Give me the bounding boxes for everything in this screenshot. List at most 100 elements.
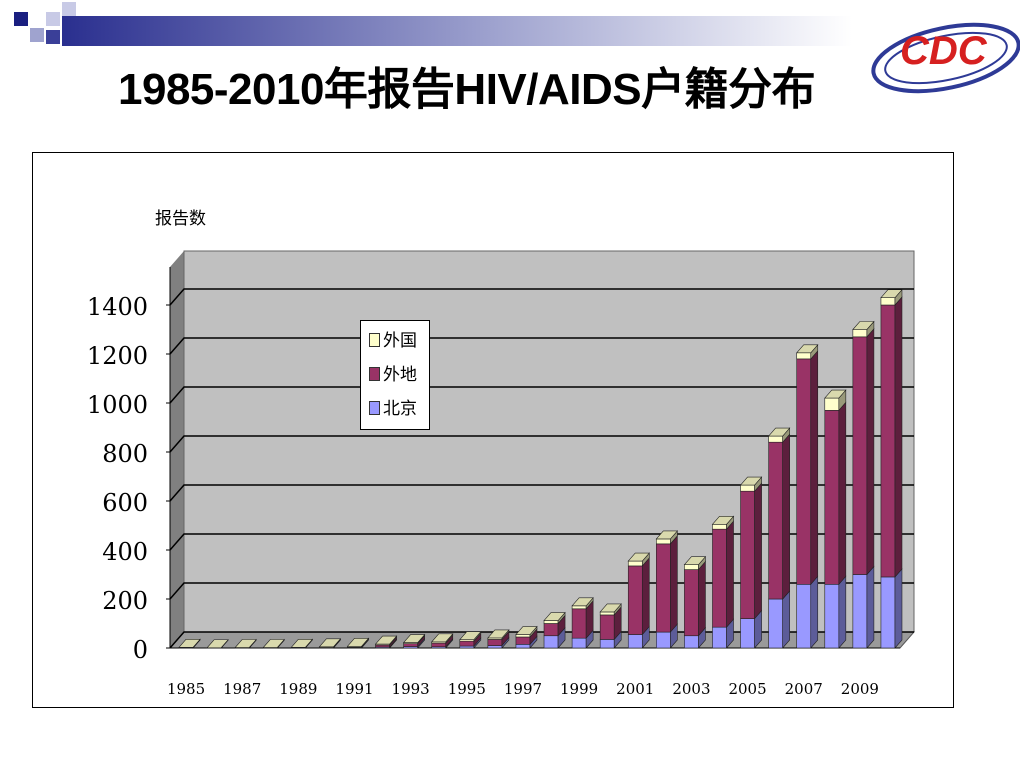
bar-segment-front — [515, 636, 531, 645]
bar-segment-side — [838, 401, 847, 586]
bar-segment-front — [627, 565, 643, 635]
plot-back-wall — [183, 250, 915, 633]
bar-segment-front — [656, 543, 671, 633]
cdc-logo-icon: CDC — [871, 22, 1020, 94]
bar-segment-top — [796, 344, 819, 354]
bar-segment-top — [262, 639, 285, 648]
bar-segment-front — [880, 297, 896, 306]
bar-stack-1990 — [318, 637, 342, 649]
bar-segment-front — [796, 583, 812, 649]
bar-segment-front — [487, 645, 503, 649]
bar-segment-front — [768, 441, 783, 600]
bar-segment-front — [880, 304, 896, 578]
bar-segment-front — [852, 574, 868, 649]
bar-segment-front — [543, 620, 559, 624]
bar-segment-side — [670, 535, 678, 633]
bar-segment-top — [374, 635, 398, 645]
x-tick-label: 2007 — [785, 680, 823, 698]
y-axis-label: 报告数 — [155, 209, 206, 229]
bar-segment-top — [402, 634, 426, 643]
bar-segment-front — [684, 635, 699, 649]
gridline — [169, 288, 914, 306]
bar-segment-top — [178, 638, 201, 648]
bar-segment-front — [431, 642, 447, 648]
bar-segment-front — [768, 435, 783, 443]
bar-stack-1988 — [262, 638, 285, 649]
bar-segment-front — [740, 490, 755, 619]
bar-segment-side — [866, 565, 875, 649]
bar-stack-1989 — [290, 638, 314, 649]
bar-stack-1987 — [234, 638, 257, 649]
x-tick-label: 1991 — [335, 680, 373, 698]
bar-segment-top — [599, 603, 622, 613]
header-square — [46, 12, 60, 26]
legend-swatch-other-provinces — [369, 367, 380, 381]
bar-segment-front — [627, 560, 643, 567]
bar-segment-top — [487, 629, 510, 639]
bar-stack-2000 — [599, 603, 622, 649]
x-tick-label: 2005 — [728, 680, 766, 698]
bar-segment-front — [515, 634, 531, 638]
bar-segment-side — [810, 575, 819, 649]
bar-segment-front — [656, 631, 671, 649]
logo-orbit — [871, 22, 1020, 94]
x-tick-label: 1985 — [167, 680, 205, 698]
bar-stack-2005 — [739, 476, 763, 649]
legend-item-foreign: 外国 — [369, 329, 417, 353]
bar-segment-front — [712, 523, 727, 530]
bar-segment-side — [726, 520, 734, 628]
legend-item-other-provinces: 外地 — [369, 363, 417, 387]
logo-text: CDC — [900, 29, 988, 73]
gridline — [169, 337, 914, 355]
bar-segment-front — [852, 329, 868, 338]
bar-stack-1996 — [487, 629, 510, 649]
bar-segment-front — [824, 410, 840, 585]
bar-stack-2001 — [627, 552, 650, 649]
bar-segment-front — [543, 623, 559, 637]
bar-segment-side — [866, 328, 875, 576]
bar-segment-front — [712, 626, 727, 649]
bar-segment-front — [852, 336, 868, 575]
bar-segment-top — [627, 552, 650, 562]
bar-stack-1998 — [543, 611, 566, 649]
page-title: 1985-2010年报告HIV/AIDS户籍分布 — [118, 65, 816, 114]
bar-segment-side — [641, 557, 650, 636]
header-square — [14, 12, 28, 26]
x-tick-label: 1997 — [504, 680, 542, 698]
legend-label-foreign: 外国 — [383, 331, 417, 351]
bar-segment-top — [739, 476, 763, 486]
bar-segment-top — [571, 597, 594, 607]
bar-segment-side — [894, 568, 903, 649]
legend-swatch-beijing — [369, 401, 380, 415]
bar-stack-2007 — [796, 343, 819, 649]
gridline — [169, 484, 914, 502]
header-square — [46, 30, 60, 44]
bar-segment-top — [515, 626, 538, 635]
bar-segment-front — [880, 576, 896, 649]
bar-segment-top — [683, 556, 707, 566]
bar-stack-2010 — [880, 288, 903, 649]
x-tick-label: 1995 — [448, 680, 486, 698]
bar-stack-1986 — [206, 638, 229, 649]
gridline — [169, 386, 914, 404]
bar-segment-front — [571, 608, 587, 639]
x-tick-label: 1993 — [392, 680, 430, 698]
chart-legend: 外国 外地 北京 — [360, 320, 430, 430]
x-tick-label: 2001 — [616, 680, 654, 698]
bar-stack-1991 — [346, 637, 370, 649]
header-decoration — [14, 2, 852, 46]
bar-stack-1992 — [374, 635, 398, 649]
bar-segment-front — [627, 634, 643, 649]
bar-stack-2003 — [683, 555, 707, 649]
bar-segment-top — [767, 427, 791, 437]
bar-stack-1993 — [402, 633, 426, 649]
bar-stack-1994 — [431, 633, 454, 649]
bar-segment-top — [290, 638, 314, 648]
bar-segment-front — [487, 639, 503, 646]
y-tick-label: 800 — [102, 440, 148, 468]
bar-segment-side — [894, 296, 903, 578]
bar-segment-side — [698, 560, 706, 637]
bar-stack-1995 — [459, 630, 482, 649]
bar-segment-side — [754, 482, 762, 620]
